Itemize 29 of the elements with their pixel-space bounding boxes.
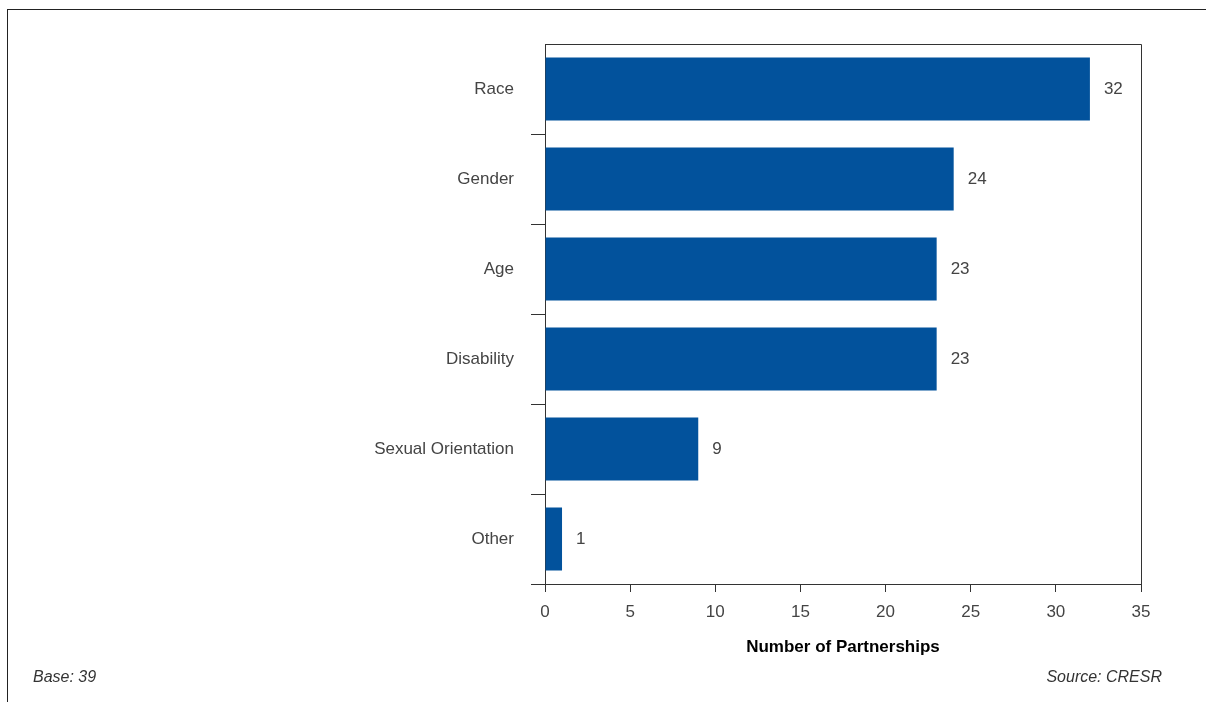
source-note: Source: CRESR [1046, 668, 1162, 686]
y-tick-label: Other [471, 528, 515, 548]
x-axis-title: Number of Partnerships [746, 637, 940, 657]
x-tick-label: 5 [625, 601, 635, 621]
x-tick-label: 10 [705, 601, 725, 621]
x-tick-label: 15 [790, 601, 810, 621]
bar [545, 147, 954, 211]
bar [545, 507, 563, 571]
y-tick-label: Disability [445, 348, 515, 368]
y-tick-label: Sexual Orientation [374, 438, 514, 458]
data-label: 9 [712, 438, 722, 458]
x-tick-label: 30 [1046, 601, 1066, 621]
y-tick-label: Age [483, 258, 514, 278]
y-tick-label: Gender [457, 168, 515, 188]
bar [545, 417, 699, 481]
bar [545, 327, 937, 391]
y-tick-label: Race [474, 78, 514, 98]
data-label: 23 [950, 348, 970, 368]
x-tick-label: 25 [961, 601, 981, 621]
data-label: 1 [576, 528, 586, 548]
data-label: 32 [1103, 78, 1123, 98]
bar [545, 237, 937, 301]
data-label: 24 [967, 168, 987, 188]
x-tick-label: 0 [540, 601, 550, 621]
bar [545, 57, 1090, 121]
x-tick-label: 35 [1131, 601, 1151, 621]
x-tick-label: 20 [876, 601, 896, 621]
text: Base: 39 [33, 668, 97, 686]
data-label: 23 [950, 258, 970, 278]
